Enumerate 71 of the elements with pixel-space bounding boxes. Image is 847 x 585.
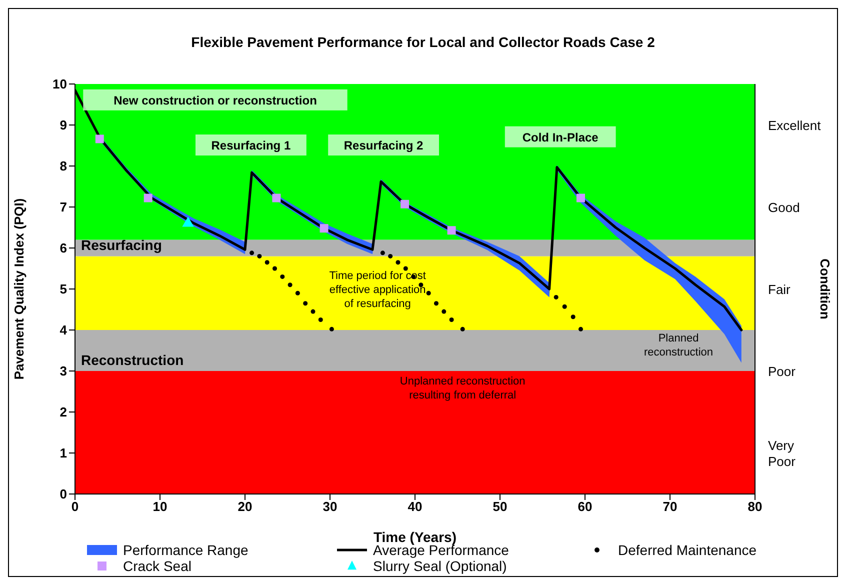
x-tick-label: 80	[748, 499, 762, 514]
point	[272, 266, 278, 271]
y-tick-label: 5	[60, 282, 67, 297]
y-tick-label: 8	[60, 158, 67, 174]
x-tick-label: 60	[578, 499, 592, 514]
legend-label: Crack Seal	[123, 558, 192, 574]
category-label: Excellent	[768, 118, 821, 133]
legend-label: Performance Range	[123, 542, 248, 558]
point	[449, 317, 454, 322]
y-tick-label: 0	[60, 486, 67, 502]
point	[310, 309, 316, 314]
point	[303, 301, 308, 306]
point	[554, 294, 558, 300]
x-tick-label: 40	[408, 499, 422, 514]
point	[576, 194, 585, 202]
point	[570, 314, 576, 320]
point	[257, 254, 262, 258]
point	[280, 274, 285, 279]
point	[318, 317, 323, 322]
annotation: Resurfacing 1	[211, 138, 291, 152]
y-tick-label: 3	[60, 364, 67, 379]
point	[396, 260, 400, 265]
x-tick-label: 10	[152, 499, 168, 514]
category-label: Good	[768, 200, 800, 215]
point	[578, 326, 584, 332]
point	[400, 200, 410, 208]
y-tick-label: 7	[60, 200, 67, 215]
point	[562, 304, 567, 309]
y-tick-label: 1	[60, 446, 67, 461]
y-axis-title: Pavement Quality Index (PQI)	[12, 198, 27, 380]
y-tick-label: 4	[60, 322, 68, 338]
x-tick-label: 30	[322, 499, 338, 514]
legend-label: Deferred Maintenance	[618, 542, 757, 558]
point	[380, 250, 385, 256]
point	[295, 290, 300, 296]
point	[329, 326, 334, 332]
category-label: Poor	[768, 364, 796, 379]
x-tick-label: 20	[238, 499, 252, 514]
y2-axis-title: Condition	[817, 258, 832, 320]
point	[442, 309, 446, 314]
x-tick-label: 70	[662, 499, 678, 514]
chart-title: Flexible Pavement Performance for Local and Collector Roads Case 2	[190, 34, 656, 50]
point	[264, 260, 270, 265]
point	[434, 301, 439, 306]
x-tick-label: 0	[71, 499, 79, 514]
point	[460, 326, 465, 332]
band-label: Resurfacing	[81, 237, 162, 254]
annotation: Resurfacing 2	[344, 138, 424, 152]
point	[250, 250, 254, 256]
category-label: Fair	[768, 282, 790, 297]
annotation: Unplanned reconstruction resulting from deferral	[400, 375, 526, 402]
category-label: Very Poor	[768, 438, 796, 469]
point	[403, 266, 408, 271]
point	[320, 224, 328, 233]
point	[426, 290, 431, 296]
legend-label: Slurry Seal (Optional)	[373, 558, 507, 574]
point	[272, 194, 281, 202]
point	[95, 134, 104, 144]
y-tick-label: 9	[60, 118, 67, 133]
annotation: Cold In-Place	[522, 130, 599, 144]
band-label: Reconstruction	[81, 352, 184, 368]
point	[144, 194, 152, 202]
point	[288, 282, 292, 288]
x-tick-label: 50	[492, 499, 508, 514]
y-tick-label: 10	[52, 76, 67, 92]
annotation: Planned reconstruction	[644, 332, 714, 358]
point	[447, 226, 456, 235]
y-tick-label: 2	[60, 404, 67, 420]
annotation: New construction or reconstruction	[114, 93, 317, 108]
y-tick-label: 6	[60, 240, 67, 256]
point	[388, 254, 393, 258]
